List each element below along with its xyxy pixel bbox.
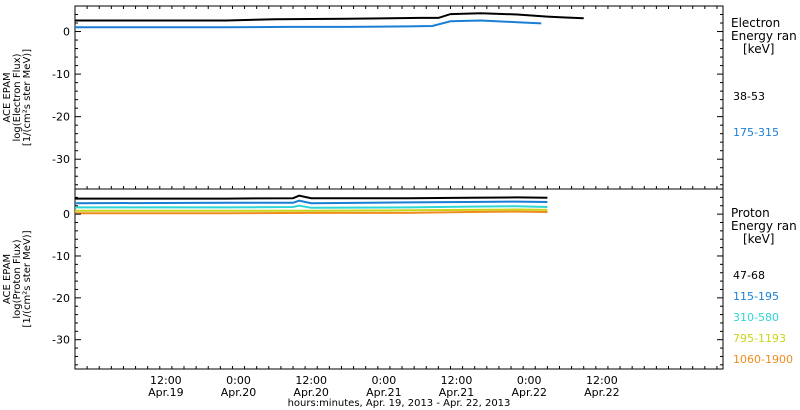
y-axis-title: [1/(cm²s ster MeV)]	[22, 49, 33, 146]
y-tick-label: -30	[52, 153, 70, 166]
y-tick-label: -20	[52, 111, 70, 124]
series-line-38-53	[75, 12, 584, 22]
legend-entry: 795-1193	[733, 332, 786, 345]
x-tick-time: 12:00	[586, 374, 618, 387]
x-tick-time: 12:00	[295, 374, 327, 387]
y-tick-label: 0	[63, 208, 70, 221]
plot-frame-proton	[74, 188, 724, 370]
series-line-115-195	[74, 199, 548, 205]
series-line-795-1193	[75, 208, 548, 212]
x-tick-time: 12:00	[150, 374, 182, 387]
legend-entry: 38-53	[733, 90, 765, 103]
series-line-1060-1900	[75, 210, 548, 215]
y-tick-label: -10	[52, 250, 70, 263]
series-line-175-315	[75, 19, 542, 29]
y-axis-title: ACE EPAM	[2, 254, 13, 304]
x-tick-time: 0:00	[517, 374, 542, 387]
x-tick-date: Apr.21	[439, 386, 475, 399]
legend-title: Electron	[731, 16, 780, 30]
legend-title: Energy ran	[731, 219, 797, 233]
x-tick-date: Apr.22	[511, 386, 547, 399]
y-tick-label: 0	[63, 26, 70, 39]
y-axis-title: log(Electron Flux)	[12, 53, 23, 141]
y-tick-label: -20	[52, 292, 70, 305]
legend-title: Energy ran	[731, 29, 797, 43]
x-tick-date: Apr.19	[148, 386, 184, 399]
y-axis-title: [1/(cm²s ster MeV)]	[22, 230, 33, 327]
x-tick-date: Apr.22	[584, 386, 620, 399]
y-tick-label: -10	[52, 68, 70, 81]
y-axis-title: ACE EPAM	[2, 72, 13, 122]
legend-entry: 115-195	[733, 290, 779, 303]
x-tick-time: 12:00	[441, 374, 473, 387]
series-line-47-68	[75, 194, 548, 200]
x-tick-time: 0:00	[226, 374, 251, 387]
legend-entry: 47-68	[733, 269, 765, 282]
legend-title: [keV]	[743, 42, 774, 56]
legend-title: Proton	[731, 206, 770, 220]
x-tick-time: 0:00	[372, 374, 397, 387]
y-axis-title: log(Proton Flux)	[12, 239, 23, 318]
series-line-310-580	[75, 204, 548, 209]
legend-entry: 1060-1900	[733, 353, 793, 366]
x-tick-date: Apr.21	[366, 386, 402, 399]
legend-entry: 310-580	[733, 311, 779, 324]
x-tick-date: Apr.20	[293, 386, 329, 399]
legend-title: [keV]	[743, 232, 774, 246]
plot-frame-electron	[74, 5, 724, 190]
x-axis-title: hours:minutes, Apr. 19, 2013 - Apr. 22, …	[288, 398, 511, 409]
legend-entry: 175-315	[733, 126, 779, 139]
y-tick-label: -30	[52, 334, 70, 347]
x-tick-date: Apr.20	[221, 386, 257, 399]
